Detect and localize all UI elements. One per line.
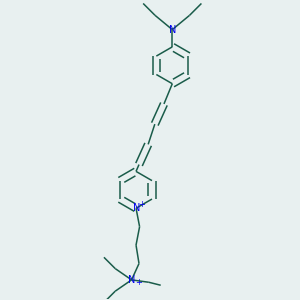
Text: N: N bbox=[169, 25, 176, 34]
Text: N: N bbox=[133, 203, 141, 213]
Text: N: N bbox=[128, 275, 135, 285]
Text: +: + bbox=[139, 200, 145, 209]
Text: +: + bbox=[135, 278, 142, 287]
